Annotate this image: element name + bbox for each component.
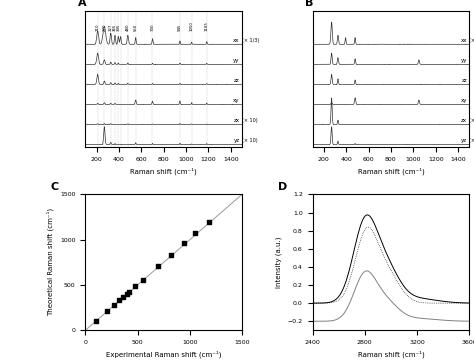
Text: 365: 365 [113,24,117,31]
Text: (× 10): (× 10) [469,118,474,123]
Text: 210: 210 [96,24,100,31]
Text: yy: yy [461,58,467,63]
Text: zz: zz [234,78,240,83]
Text: (× 10): (× 10) [242,118,258,123]
Y-axis label: Theoretical Raman shift (cm⁻¹): Theoretical Raman shift (cm⁻¹) [47,208,55,317]
Text: (× 1/3): (× 1/3) [242,38,259,43]
Text: B: B [305,0,313,8]
Text: yz: yz [461,138,467,143]
X-axis label: Raman shift (cm⁻¹): Raman shift (cm⁻¹) [130,167,197,175]
Text: C: C [51,182,59,192]
Point [167,252,175,258]
Text: 395: 395 [116,24,120,31]
Text: 700: 700 [150,24,155,31]
Text: (× 10): (× 10) [242,138,258,143]
X-axis label: Raman shift (cm⁻¹): Raman shift (cm⁻¹) [357,351,424,358]
Point [119,294,127,300]
Point [139,277,146,282]
Point [92,318,100,324]
Text: xx: xx [233,38,240,43]
Text: 327: 327 [109,24,113,31]
Text: 1185: 1185 [205,21,209,31]
Text: 480: 480 [126,24,130,31]
Text: zx: zx [461,118,467,123]
Text: (× 10²): (× 10²) [469,138,474,143]
Point [125,289,132,295]
Point [205,219,213,224]
Point [123,291,130,297]
Text: yz: yz [234,138,240,143]
Text: 270: 270 [102,24,106,31]
Point [191,231,199,236]
Point [155,263,162,269]
Text: xy: xy [461,98,467,103]
Point [116,297,123,303]
Text: 550: 550 [134,24,137,31]
Point [132,283,139,289]
Text: A: A [77,0,86,8]
X-axis label: Experimental Raman shift (cm⁻¹): Experimental Raman shift (cm⁻¹) [106,351,221,358]
Text: xy: xy [233,98,240,103]
Text: zx: zx [234,118,240,123]
Text: xx: xx [461,38,467,43]
Text: yy: yy [233,58,240,63]
Text: zz: zz [461,78,467,83]
Text: 1050: 1050 [190,21,194,31]
Point [103,308,111,314]
X-axis label: Raman shift (cm⁻¹): Raman shift (cm⁻¹) [357,167,424,175]
Point [110,302,118,308]
Y-axis label: Intensity (a.u.): Intensity (a.u.) [276,237,282,288]
Point [180,240,188,246]
Text: (× 1/5): (× 1/5) [469,38,474,43]
Text: D: D [278,182,287,192]
Text: 945: 945 [178,24,182,31]
